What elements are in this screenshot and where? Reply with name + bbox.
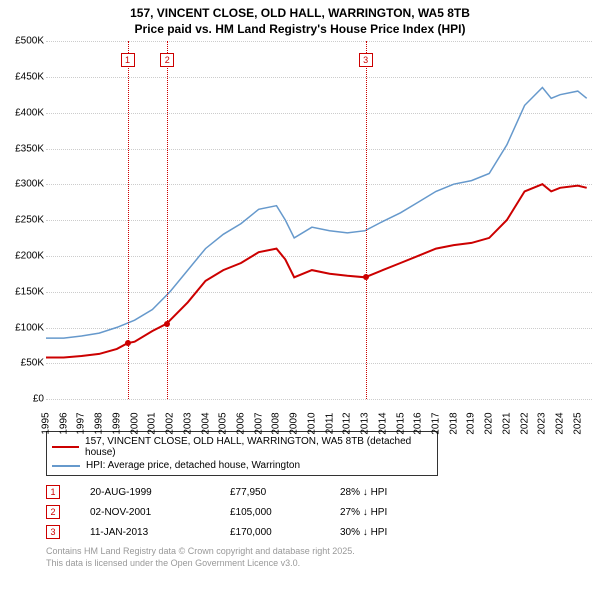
x-axis-label: 2003 <box>182 410 193 438</box>
y-axis-label: £0 <box>6 394 44 405</box>
sale-marker: 2 <box>160 53 174 67</box>
x-axis-label: 2006 <box>236 410 247 438</box>
sale-price: £77,950 <box>230 487 340 498</box>
sale-row-marker: 3 <box>46 525 60 539</box>
y-axis-label: £150K <box>6 286 44 297</box>
x-axis-label: 2009 <box>289 410 300 438</box>
x-axis-label: 1996 <box>58 410 69 438</box>
chart-area: £0 £50K £100K £150K £200K £250K £300K £350K £400… <box>8 39 600 429</box>
sale-row: 3 11-JAN-2013£170,00030% ↓ HPI <box>46 522 592 542</box>
attribution-line-1: Contains HM Land Registry data © Crown c… <box>46 546 592 558</box>
y-axis-label: £450K <box>6 71 44 82</box>
sale-hpi-diff: 30% ↓ HPI <box>340 527 440 538</box>
y-axis-label: £200K <box>6 250 44 261</box>
x-axis-label: 2020 <box>484 410 495 438</box>
legend-item: HPI: Average price, detached house, Warr… <box>52 459 432 472</box>
sale-date: 11-JAN-2013 <box>90 527 230 538</box>
gridline <box>46 399 592 400</box>
legend-label: 157, VINCENT CLOSE, OLD HALL, WARRINGTON… <box>85 436 432 458</box>
x-axis-label: 2001 <box>147 410 158 438</box>
x-axis-label: 2010 <box>306 410 317 438</box>
legend-swatch <box>52 465 80 467</box>
sale-price: £170,000 <box>230 527 340 538</box>
sale-point <box>125 340 131 346</box>
y-axis-label: £500K <box>6 36 44 47</box>
y-axis-label: £350K <box>6 143 44 154</box>
x-axis-label: 2025 <box>572 410 583 438</box>
x-axis-label: 2007 <box>253 410 264 438</box>
x-axis-label: 2005 <box>218 410 229 438</box>
y-axis-label: £50K <box>6 358 44 369</box>
x-axis-label: 2011 <box>324 410 335 438</box>
chart-legend: 157, VINCENT CLOSE, OLD HALL, WARRINGTON… <box>46 431 438 476</box>
legend-item: 157, VINCENT CLOSE, OLD HALL, WARRINGTON… <box>52 435 432 459</box>
sale-marker: 1 <box>121 53 135 67</box>
x-axis-label: 2012 <box>342 410 353 438</box>
legend-swatch <box>52 446 79 448</box>
x-axis-label: 2008 <box>271 410 282 438</box>
x-axis-label: 2015 <box>395 410 406 438</box>
sales-table: 1 20-AUG-1999£77,95028% ↓ HPI 2 02-NOV-2001… <box>46 482 592 542</box>
sale-point <box>363 274 369 280</box>
x-axis-label: 1997 <box>76 410 87 438</box>
sale-row-marker: 1 <box>46 485 60 499</box>
chart-title: 157, VINCENT CLOSE, OLD HALL, WARRINGTON… <box>0 0 600 39</box>
attribution-line-2: This data is licensed under the Open Gov… <box>46 558 592 570</box>
x-axis-label: 2016 <box>413 410 424 438</box>
title-line-2: Price paid vs. HM Land Registry's House … <box>8 22 592 38</box>
x-axis-label: 2013 <box>360 410 371 438</box>
sale-row: 1 20-AUG-1999£77,95028% ↓ HPI <box>46 482 592 502</box>
y-axis-label: £100K <box>6 322 44 333</box>
sale-row-marker: 2 <box>46 505 60 519</box>
sale-point <box>164 321 170 327</box>
sale-date: 20-AUG-1999 <box>90 487 230 498</box>
x-axis-label: 1999 <box>111 410 122 438</box>
marker-line <box>167 41 168 399</box>
x-axis-label: 1995 <box>41 410 52 438</box>
x-axis-label: 2024 <box>555 410 566 438</box>
x-axis-label: 2002 <box>165 410 176 438</box>
x-axis-label: 2004 <box>200 410 211 438</box>
x-axis-label: 2018 <box>448 410 459 438</box>
y-axis-label: £400K <box>6 107 44 118</box>
x-axis-label: 2022 <box>519 410 530 438</box>
x-axis-label: 2017 <box>431 410 442 438</box>
x-axis-label: 2023 <box>537 410 548 438</box>
y-axis-label: £250K <box>6 215 44 226</box>
x-axis-label: 2000 <box>129 410 140 438</box>
sale-price: £105,000 <box>230 507 340 518</box>
x-axis-label: 2019 <box>466 410 477 438</box>
title-line-1: 157, VINCENT CLOSE, OLD HALL, WARRINGTON… <box>8 6 592 22</box>
sale-row: 2 02-NOV-2001£105,00027% ↓ HPI <box>46 502 592 522</box>
y-axis-label: £300K <box>6 179 44 190</box>
x-axis-label: 2014 <box>377 410 388 438</box>
attribution: Contains HM Land Registry data © Crown c… <box>46 546 592 569</box>
sale-marker: 3 <box>359 53 373 67</box>
x-axis-label: 1998 <box>94 410 105 438</box>
marker-line <box>366 41 367 399</box>
sale-hpi-diff: 27% ↓ HPI <box>340 507 440 518</box>
sale-hpi-diff: 28% ↓ HPI <box>340 487 440 498</box>
sale-date: 02-NOV-2001 <box>90 507 230 518</box>
x-axis-label: 2021 <box>501 410 512 438</box>
legend-label: HPI: Average price, detached house, Warr… <box>86 460 300 471</box>
